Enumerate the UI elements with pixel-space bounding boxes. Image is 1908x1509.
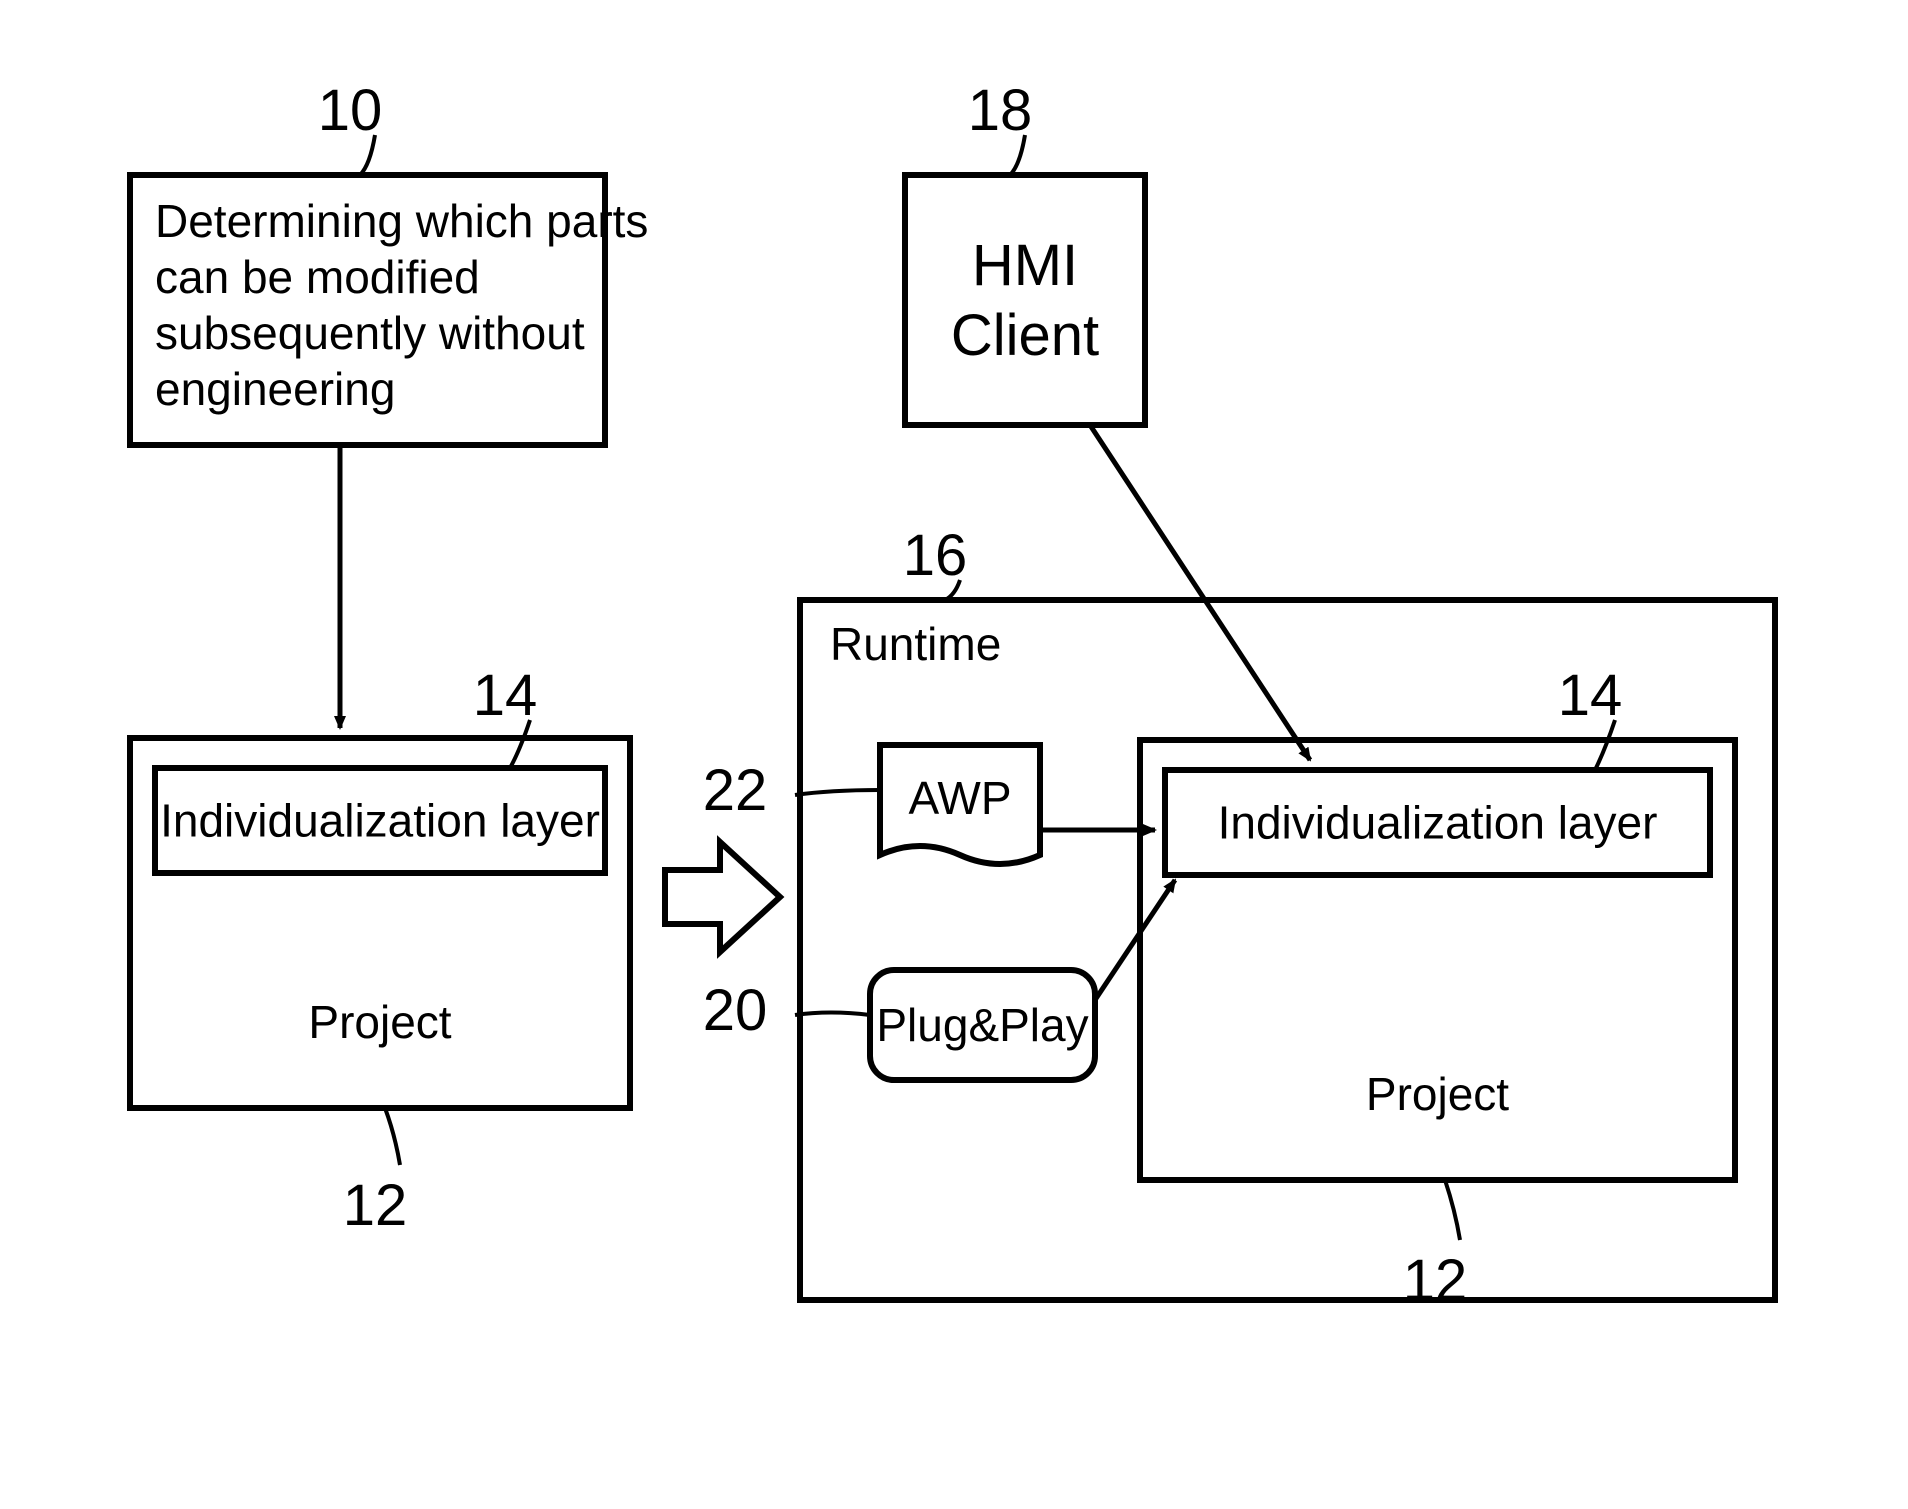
hmi-client-box bbox=[905, 175, 1145, 425]
ref-18: 18 bbox=[968, 78, 1033, 143]
ref-10: 10 bbox=[318, 78, 383, 143]
hmi-text-l2: Client bbox=[951, 303, 1099, 368]
determining-text-l1: Determining which parts bbox=[155, 195, 648, 247]
individualization-left-text: Individualization layer bbox=[160, 795, 600, 847]
project-right-text: Project bbox=[1366, 1068, 1509, 1120]
project-left-text: Project bbox=[308, 996, 451, 1048]
leader-20 bbox=[795, 1013, 870, 1016]
determining-text-l2: can be modified bbox=[155, 251, 480, 303]
awp-text: AWP bbox=[908, 772, 1011, 824]
ref-12-left: 12 bbox=[343, 1173, 408, 1238]
determining-text-l4: engineering bbox=[155, 363, 395, 415]
ref-20: 20 bbox=[703, 978, 768, 1043]
ref-12-right: 12 bbox=[1403, 1248, 1468, 1313]
individualization-right-text: Individualization layer bbox=[1218, 797, 1658, 849]
project-left-box bbox=[130, 738, 630, 1108]
runtime-box bbox=[800, 600, 1775, 1300]
hmi-text-l1: HMI bbox=[972, 233, 1078, 298]
runtime-text: Runtime bbox=[830, 618, 1001, 670]
plugplay-text: Plug&Play bbox=[876, 999, 1088, 1051]
leader-12-right bbox=[1445, 1180, 1460, 1240]
determining-text-l3: subsequently without bbox=[155, 307, 585, 359]
big-hollow-arrow bbox=[665, 842, 780, 952]
arrow-plugplay-to-individualization bbox=[1095, 880, 1175, 1000]
ref-14-right: 14 bbox=[1558, 663, 1623, 728]
ref-16: 16 bbox=[903, 523, 968, 588]
leader-12-left bbox=[385, 1108, 400, 1165]
diagram-canvas: Determining which parts can be modified … bbox=[0, 0, 1908, 1509]
arrow-hmi-to-individualization bbox=[1090, 425, 1310, 760]
ref-14-left: 14 bbox=[473, 663, 538, 728]
leader-22 bbox=[795, 790, 880, 795]
ref-22: 22 bbox=[703, 758, 768, 823]
